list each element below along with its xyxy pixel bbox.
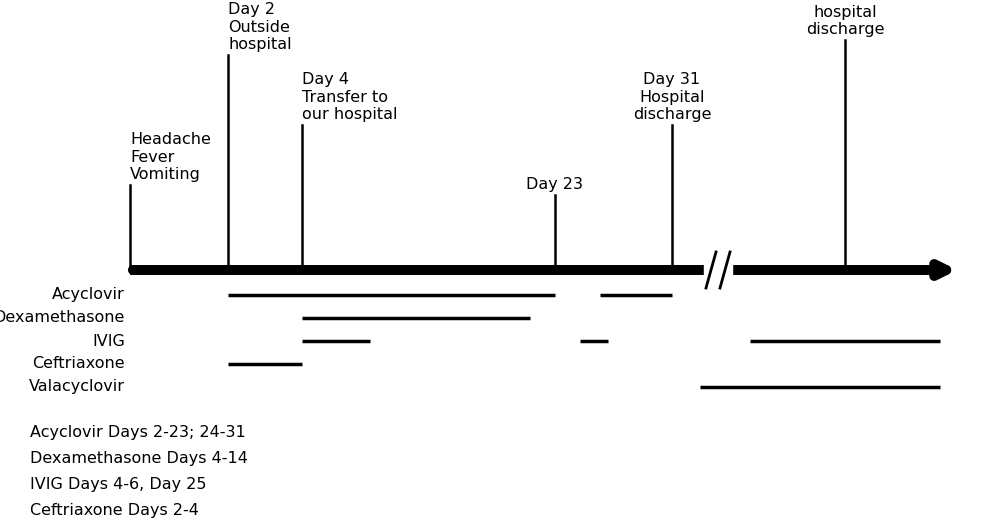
Text: Headache
Fever
Vomiting: Headache Fever Vomiting	[130, 132, 211, 182]
Text: Day 2
Outside
hospital: Day 2 Outside hospital	[228, 2, 292, 52]
Text: Dexamethasone: Dexamethasone	[0, 310, 125, 326]
Text: Day 31
Hospital
discharge: Day 31 Hospital discharge	[633, 72, 711, 122]
Text: Day 23: Day 23	[526, 177, 584, 192]
Text: +NMDA-R Ab
6 weeks after
hospital
discharge: +NMDA-R Ab 6 weeks after hospital discha…	[790, 0, 900, 37]
Text: Dexamethasone Days 4-14: Dexamethasone Days 4-14	[30, 451, 248, 466]
Text: Acyclovir Days 2-23; 24-31: Acyclovir Days 2-23; 24-31	[30, 425, 246, 440]
Text: Day 4
Transfer to
our hospital: Day 4 Transfer to our hospital	[302, 72, 398, 122]
Text: Acyclovir: Acyclovir	[52, 288, 125, 302]
Text: Ceftriaxone: Ceftriaxone	[32, 357, 125, 371]
Text: Ceftriaxone Days 2-4: Ceftriaxone Days 2-4	[30, 503, 199, 518]
Text: IVIG: IVIG	[92, 333, 125, 349]
Text: IVIG Days 4-6, Day 25: IVIG Days 4-6, Day 25	[30, 477, 207, 492]
Text: Valacyclovir: Valacyclovir	[29, 379, 125, 394]
